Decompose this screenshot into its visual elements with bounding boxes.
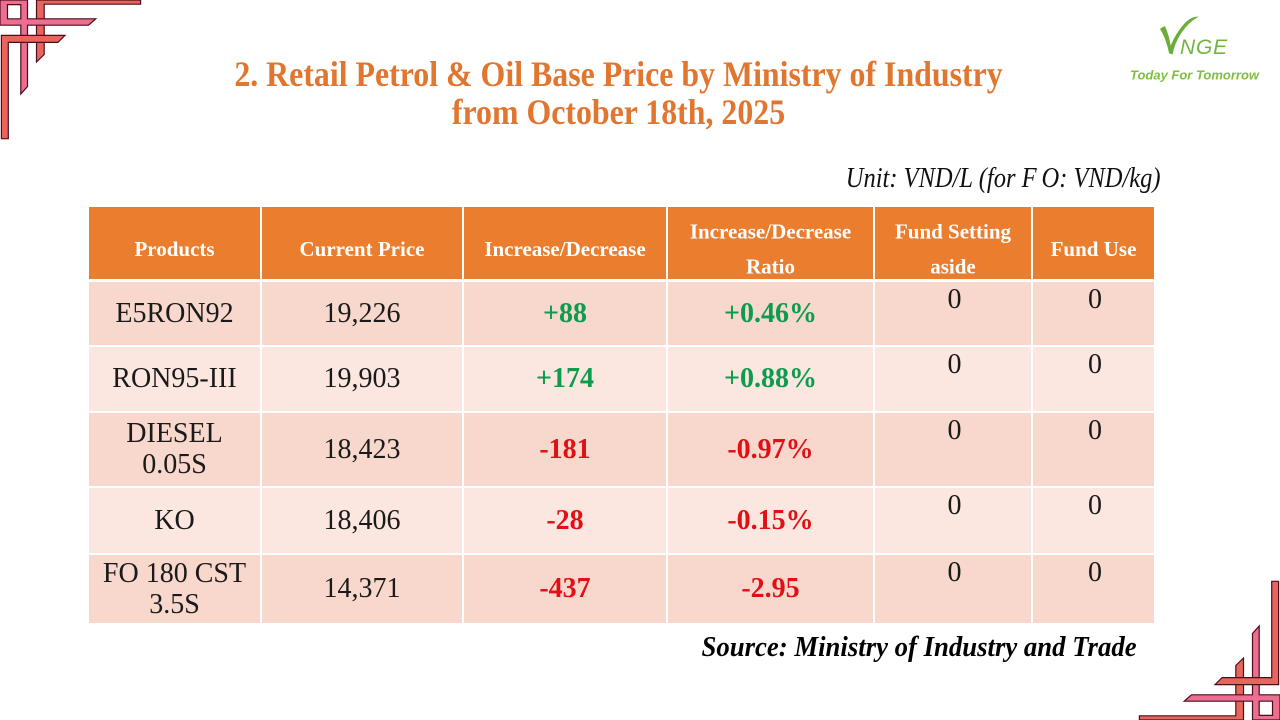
svg-text:NGE: NGE [1180,36,1228,59]
svg-text:Today For Tomorrow: Today For Tomorrow [1130,68,1260,83]
